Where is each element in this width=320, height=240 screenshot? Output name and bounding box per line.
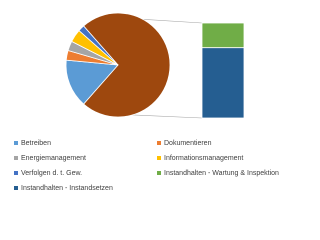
bar-segment: [201, 47, 245, 119]
legend-label: Betreiben: [21, 140, 51, 147]
page: {"chart_data": {"type": "bar-of-pie", "s…: [14, 12, 280, 192]
legend-label: Instandhalten - Instandsetzen: [21, 185, 113, 192]
bar-segment: [201, 22, 245, 49]
legend-swatch: [157, 156, 161, 160]
legend-swatch: [157, 141, 161, 145]
legend-label: Informationsmanagement: [164, 155, 243, 162]
chart: Betreiben Dokumentieren Energiemanagement I…: [14, 12, 279, 192]
legend-swatch: [14, 186, 18, 190]
pie-slice: [65, 59, 119, 105]
legend-swatch: [14, 171, 18, 175]
legend-swatch: [157, 171, 161, 175]
legend-label: Instandhalten - Wartung & Inspektion: [164, 170, 279, 177]
pie-slice-other: [83, 12, 171, 118]
legend-label: Verfolgen d. t. Gew.: [21, 170, 82, 177]
legend-label: Energiemanagement: [21, 155, 86, 162]
pie-slice: [78, 25, 119, 66]
legend-swatch: [14, 156, 18, 160]
legend-swatch: [14, 141, 18, 145]
legend-label: Dokumentieren: [164, 140, 212, 147]
